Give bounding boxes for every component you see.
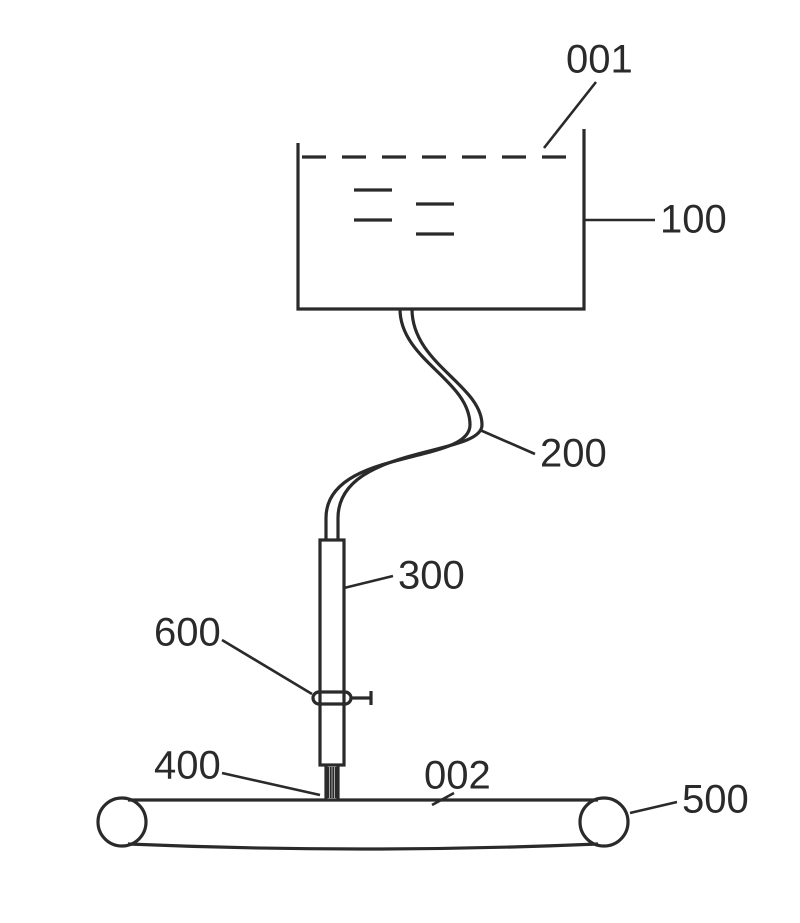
conveyor-roller-left — [98, 798, 146, 846]
leader-400 — [222, 773, 320, 795]
leader-300 — [344, 576, 393, 588]
label-600: 600 — [154, 611, 221, 655]
conveyor-belt-bottom — [128, 844, 598, 849]
label-002: 002 — [424, 754, 491, 798]
conveyor-roller-right — [580, 798, 628, 846]
label-500: 500 — [682, 778, 749, 822]
barrel — [320, 540, 344, 765]
label-001: 001 — [566, 38, 633, 82]
hose-outer — [326, 309, 470, 540]
label-300: 300 — [398, 554, 465, 598]
label-400: 400 — [154, 744, 221, 788]
leader-200 — [480, 430, 535, 454]
label-200: 200 — [540, 432, 607, 476]
leader-600 — [222, 640, 312, 694]
leader-500 — [630, 802, 677, 813]
label-100: 100 — [660, 198, 727, 242]
leader-001 — [544, 82, 596, 148]
